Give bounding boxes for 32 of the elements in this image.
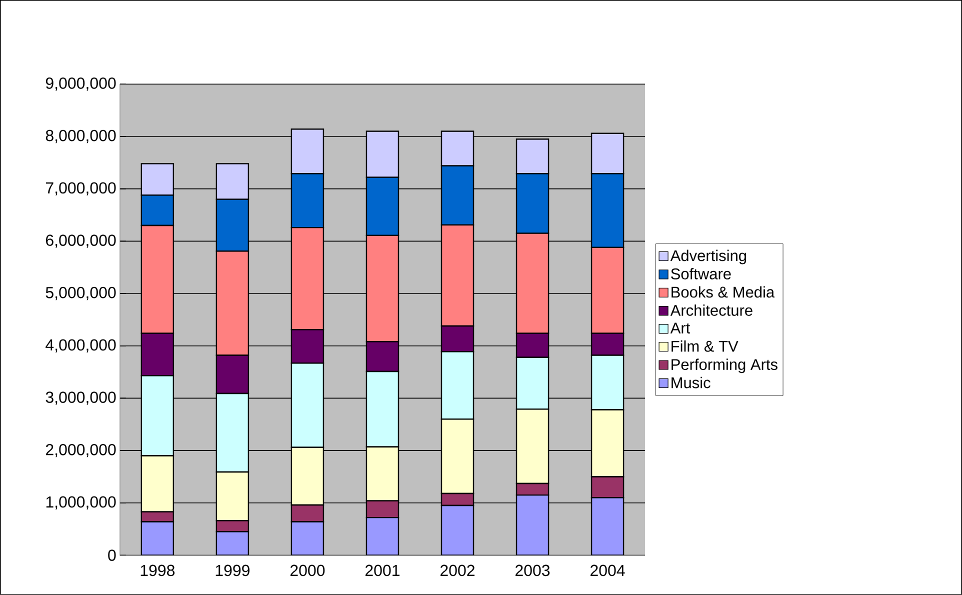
x-tick-label: 1998 [140,564,175,576]
y-tick-label: 8,000,000 [46,130,116,144]
legend-label: Books & Media [672,286,775,298]
y-tick-label: 5,000,000 [46,286,116,300]
y-tick-label: 0 [108,550,116,561]
y-tick-label: 9,000,000 [46,78,116,91]
x-tick-label: 1999 [216,564,250,576]
y-tick-label: 7,000,000 [46,182,116,196]
x-tick-label: 2001 [365,564,400,576]
bar [516,494,550,556]
legend-label: Art [670,322,690,334]
x-tick-label: 2002 [440,564,474,576]
y-tick-label: 4,000,000 [46,339,116,352]
x-tick-label: 2004 [590,564,625,576]
x-tick-label: 2003 [516,564,550,576]
bar [366,516,400,556]
y-tick-label: 6,000,000 [46,234,116,248]
bar [590,497,624,556]
bar [140,521,174,556]
bar [290,521,324,556]
legend-label: Music [672,376,710,388]
legend-label: Advertising [670,250,746,264]
legend-label: Software [671,268,731,280]
legend-label: Film & TV [672,340,738,352]
y-tick-label: 2,000,000 [46,444,116,458]
legend-label: Architecture [670,304,752,316]
y-tick-label: 1,000,000 [46,496,116,510]
y-tick-label: 3,000,000 [46,392,116,405]
x-tick-label: 2000 [290,564,325,576]
bar [216,531,250,556]
bar [440,504,474,556]
legend-label: Performing Arts [672,358,778,374]
